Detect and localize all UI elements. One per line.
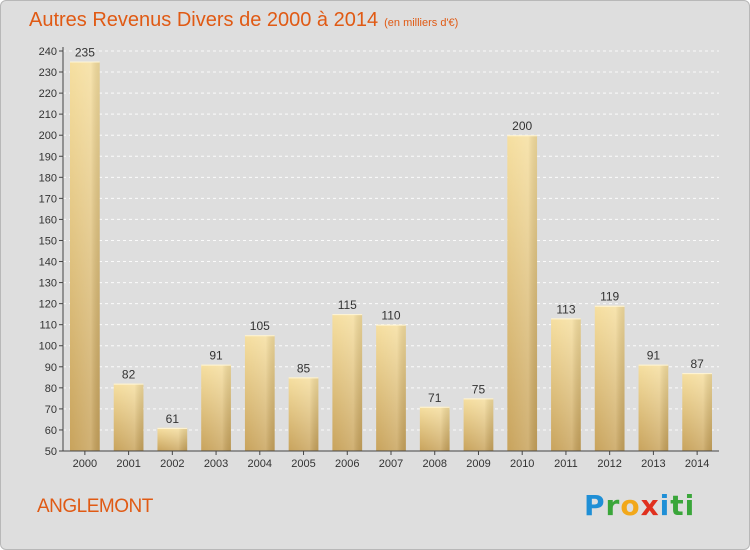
logo-letter: x	[640, 489, 660, 522]
x-tick-label: 2003	[204, 458, 228, 470]
x-tick-label: 2000	[73, 458, 97, 470]
x-tick-label: 2008	[422, 458, 446, 470]
data-label: 71	[428, 391, 442, 405]
data-label: 75	[472, 382, 486, 396]
logo-letter: ti	[670, 489, 696, 522]
y-tick-label: 180	[39, 172, 57, 184]
x-tick-label: 2001	[116, 458, 140, 470]
y-tick-label: 160	[39, 214, 57, 226]
data-label: 200	[512, 119, 532, 133]
bar-shade	[113, 383, 144, 451]
y-tick-label: 110	[39, 320, 57, 332]
bar-shade	[244, 335, 275, 451]
proxiti-logo: Proxiti	[584, 489, 695, 522]
bar-shade	[507, 135, 538, 452]
data-label: 87	[690, 357, 704, 371]
logo-letter: r	[605, 489, 621, 522]
chart-subtitle: (en milliers d'€)	[384, 17, 459, 29]
x-tick-label: 2014	[685, 458, 709, 470]
y-tick-label: 140	[39, 257, 57, 269]
data-label: 115	[338, 298, 357, 312]
y-tick-label: 90	[45, 362, 57, 374]
x-tick-label: 2005	[291, 458, 315, 470]
commune-name: ANGLEMONT	[37, 496, 153, 517]
data-label: 105	[250, 319, 270, 333]
y-tick-label: 240	[39, 46, 57, 58]
data-label: 119	[600, 290, 619, 304]
chart-title-text: Autres Revenus Divers de 2000 à 2014	[29, 9, 379, 31]
x-tick-label: 2013	[641, 458, 665, 470]
bar-shade	[551, 318, 581, 451]
x-tick-label: 2006	[335, 458, 359, 470]
data-label: 82	[122, 368, 136, 382]
data-label: 235	[75, 46, 95, 60]
chart-title: Autres Revenus Divers de 2000 à 2014 (en …	[29, 9, 458, 32]
bar-shade	[594, 305, 625, 451]
bar-shade	[288, 377, 319, 451]
x-tick-label: 2009	[466, 458, 490, 470]
y-tick-label: 150	[39, 235, 57, 247]
x-tick-label: 2004	[248, 458, 272, 470]
data-label: 91	[209, 349, 223, 363]
bar-shade	[157, 427, 188, 451]
y-tick-label: 60	[45, 425, 57, 437]
data-label: 85	[297, 361, 311, 375]
bar-shade	[463, 398, 494, 451]
x-tick-label: 2007	[379, 458, 403, 470]
x-tick-label: 2002	[160, 458, 184, 470]
logo-letter: P	[584, 489, 606, 522]
data-label: 110	[381, 309, 400, 323]
y-tick-label: 230	[39, 67, 57, 79]
bar-shade	[682, 373, 713, 451]
y-tick-label: 220	[39, 88, 57, 100]
y-tick-label: 210	[39, 109, 57, 121]
bar-shade	[332, 314, 363, 451]
y-tick-label: 120	[39, 299, 57, 311]
bar-shade	[69, 61, 100, 452]
data-label: 61	[166, 412, 180, 426]
y-tick-label: 130	[39, 278, 57, 290]
logo-letter: o	[620, 489, 641, 522]
y-tick-label: 170	[39, 193, 57, 205]
axes: 50 60 70 80 90 100 110 120 130 140 150 160 170 180 190…	[39, 46, 719, 470]
y-tick-label: 190	[39, 151, 57, 163]
data-label: 91	[647, 349, 661, 363]
bars: 235 82 61 91 105 85 115 110 71 75 200 113 119 91 87	[69, 46, 713, 452]
y-tick-label: 50	[45, 446, 57, 458]
bar-shade	[419, 406, 450, 451]
y-tick-label: 80	[45, 383, 57, 395]
logo-letter: i	[659, 489, 671, 522]
bar-shade	[376, 324, 406, 451]
x-tick-label: 2011	[554, 458, 578, 470]
y-tick-label: 100	[39, 341, 57, 353]
y-tick-label: 200	[39, 130, 57, 142]
bar-shade	[638, 364, 669, 451]
x-tick-label: 2012	[597, 458, 621, 470]
x-tick-label: 2010	[510, 458, 534, 470]
data-label: 113	[556, 302, 575, 316]
bar-shade	[201, 364, 231, 451]
y-tick-label: 70	[45, 404, 57, 416]
